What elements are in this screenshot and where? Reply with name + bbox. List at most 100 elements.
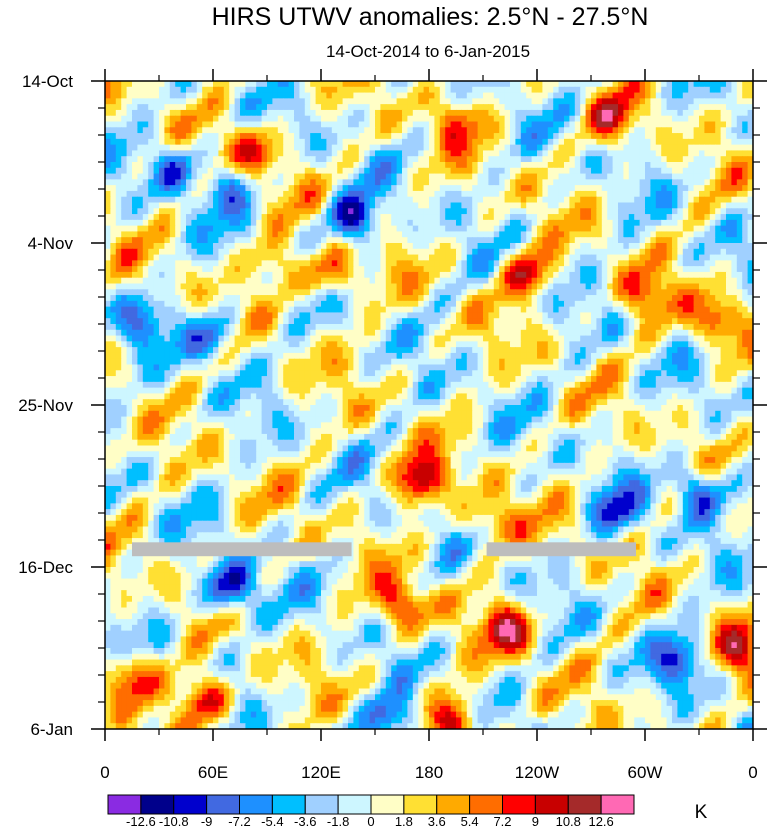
field-cell bbox=[720, 127, 727, 134]
field-cell bbox=[191, 196, 198, 204]
field-cell bbox=[283, 156, 290, 163]
field-cell bbox=[385, 185, 392, 192]
field-cell bbox=[186, 289, 192, 296]
field-cell bbox=[531, 306, 538, 314]
field-cell bbox=[466, 277, 473, 285]
field-cell bbox=[553, 277, 560, 285]
field-cell bbox=[747, 196, 753, 204]
field-cell bbox=[709, 231, 716, 238]
field-cell bbox=[396, 98, 403, 105]
field-cell bbox=[294, 173, 300, 180]
field-cell bbox=[672, 150, 678, 157]
field-cell bbox=[456, 208, 462, 215]
field-cell bbox=[645, 104, 651, 111]
field-cell bbox=[364, 190, 371, 198]
field-cell bbox=[310, 306, 317, 314]
field-cell bbox=[634, 266, 641, 273]
field-cell bbox=[277, 271, 284, 279]
field-cell bbox=[213, 237, 219, 244]
field-cell bbox=[375, 86, 381, 94]
field-cell bbox=[699, 225, 705, 233]
field-cell bbox=[580, 231, 587, 238]
field-cell bbox=[483, 277, 489, 285]
field-cell bbox=[510, 208, 516, 215]
field-cell bbox=[272, 150, 279, 157]
field-cell bbox=[353, 127, 360, 134]
field-cell bbox=[142, 312, 149, 319]
field-cell bbox=[288, 306, 295, 314]
field-cell bbox=[531, 196, 538, 204]
field-cell bbox=[726, 150, 732, 157]
field-cell bbox=[250, 109, 257, 117]
field-cell bbox=[720, 86, 727, 94]
field-cell bbox=[153, 202, 160, 209]
field-cell bbox=[547, 86, 554, 94]
field-cell bbox=[169, 86, 176, 94]
field-cell bbox=[229, 115, 236, 123]
field-cell bbox=[456, 254, 462, 261]
field-cell bbox=[704, 156, 711, 163]
field-cell bbox=[564, 127, 570, 134]
field-cell bbox=[159, 179, 165, 186]
field-cell bbox=[472, 86, 479, 94]
field-cell bbox=[423, 312, 430, 319]
field-cell bbox=[267, 162, 273, 169]
field-cell bbox=[742, 179, 749, 186]
field-cell bbox=[456, 156, 462, 163]
field-cell bbox=[439, 104, 446, 111]
field-cell bbox=[261, 127, 268, 134]
field-cell bbox=[515, 254, 522, 261]
field-cell bbox=[304, 225, 311, 233]
field-cell bbox=[612, 81, 619, 88]
field-cell bbox=[537, 289, 543, 296]
field-cell bbox=[121, 144, 128, 152]
field-cell bbox=[164, 283, 171, 290]
field-cell bbox=[612, 138, 619, 146]
field-cell bbox=[207, 300, 214, 308]
field-cell bbox=[407, 271, 414, 279]
field-cell bbox=[256, 109, 263, 117]
field-cell bbox=[439, 271, 446, 279]
field-cell bbox=[391, 196, 398, 204]
field-cell bbox=[402, 219, 408, 227]
field-cell bbox=[434, 92, 441, 99]
field-cell bbox=[731, 271, 738, 279]
field-cell bbox=[682, 185, 689, 192]
field-cell bbox=[234, 144, 241, 152]
field-cell bbox=[385, 173, 392, 180]
field-cell bbox=[585, 81, 592, 88]
field-cell bbox=[337, 98, 344, 105]
field-cell bbox=[520, 173, 527, 180]
field-cell bbox=[742, 115, 749, 123]
field-cell bbox=[672, 202, 678, 209]
field-cell bbox=[445, 243, 452, 250]
field-cell bbox=[418, 167, 425, 175]
field-cell bbox=[272, 295, 279, 302]
field-cell bbox=[747, 237, 753, 244]
field-cell bbox=[294, 156, 300, 163]
field-cell bbox=[191, 127, 198, 134]
field-cell bbox=[688, 144, 695, 152]
field-cell bbox=[526, 162, 533, 169]
field-cell bbox=[645, 138, 651, 146]
field-cell bbox=[385, 208, 392, 215]
field-cell bbox=[137, 81, 144, 88]
field-cell bbox=[483, 318, 489, 325]
field-cell bbox=[375, 219, 381, 227]
field-cell bbox=[142, 144, 149, 152]
field-cell bbox=[407, 98, 414, 105]
field-cell bbox=[661, 86, 668, 94]
field-cell bbox=[623, 92, 630, 99]
field-cell bbox=[207, 237, 214, 244]
field-cell bbox=[277, 260, 284, 267]
field-cell bbox=[223, 254, 230, 261]
field-cell bbox=[596, 133, 603, 140]
field-cell bbox=[234, 254, 241, 261]
field-cell bbox=[396, 196, 403, 204]
field-cell bbox=[439, 81, 446, 88]
field-cell bbox=[466, 260, 473, 267]
field-cell bbox=[142, 277, 149, 285]
field-cell bbox=[121, 295, 128, 302]
field-cell bbox=[375, 167, 381, 175]
field-cell bbox=[288, 271, 295, 279]
